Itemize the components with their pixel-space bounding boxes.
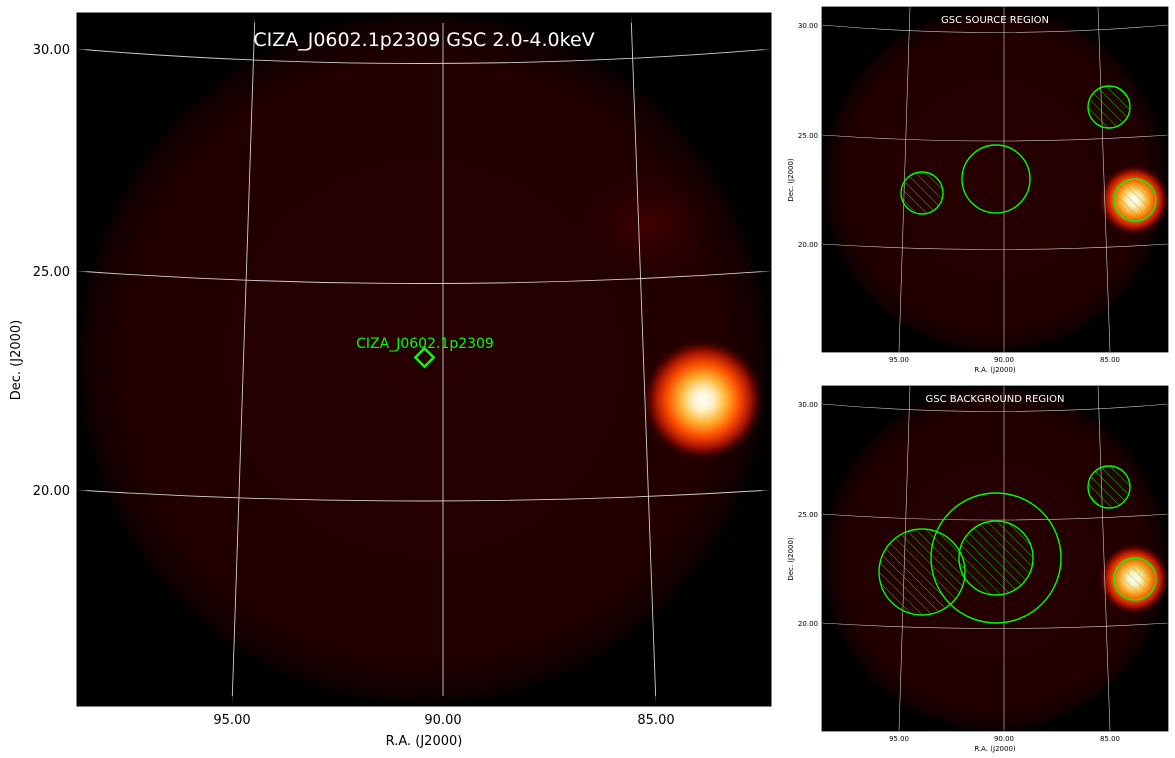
source-excluded-region — [1087, 85, 1131, 129]
source-label: CIZA_J0602.1p2309 — [356, 336, 494, 352]
background-excluded-region — [1087, 465, 1131, 509]
main-title: CIZA_J0602.1p2309 GSC 2.0-4.0keV — [253, 29, 594, 51]
background-ra-tick-90: 90.00 — [994, 735, 1014, 743]
source-y-axis-label: Dec. (J2000) — [787, 158, 795, 202]
background-ra-tick-95: 95.00 — [889, 735, 909, 743]
source-x-axis-label: R.A. (J2000) — [974, 366, 1016, 374]
background-excluded-region — [958, 520, 1034, 596]
main-minor-ticks — [77, 92, 771, 706]
background-annulus-circle — [930, 492, 1062, 624]
source-ra-tick-90: 90.00 — [994, 356, 1014, 364]
main-ra-tick-85: 85.00 — [637, 713, 674, 728]
background-x-axis-label: R.A. (J2000) — [974, 745, 1016, 753]
source-dec-tick-20: 20.00 — [798, 241, 818, 249]
main-ra-tick-90: 90.00 — [424, 713, 461, 728]
background-region-panel: GSC BACKGROUND REGION 30.00 25.00 20.00 … — [787, 385, 1169, 753]
background-frame — [821, 385, 1169, 732]
source-frame — [821, 6, 1169, 353]
grid-ra-95 — [231, 13, 256, 706]
main-ra-tick-95: 95.00 — [213, 713, 250, 728]
main-dec-tick-30: 30.00 — [33, 43, 70, 58]
source-dec-tick-30: 30.00 — [798, 22, 818, 30]
background-dec-tick-30: 30.00 — [798, 401, 818, 409]
source-ra-tick-85: 85.00 — [1100, 356, 1120, 364]
background-title: GSC BACKGROUND REGION — [926, 394, 1065, 405]
main-panel: 30.00 25.00 20.00 95.00 90.00 85.00 R.A.… — [9, 12, 772, 749]
source-dec-tick-25: 25.00 — [798, 132, 818, 140]
main-coordinate-grid — [77, 13, 771, 706]
source-ra-tick-95: 95.00 — [889, 356, 909, 364]
grid-dec-20 — [77, 489, 771, 502]
source-coordinate-grid — [822, 7, 1168, 352]
grid-ra-85 — [630, 13, 657, 706]
background-dec-tick-20: 20.00 — [798, 620, 818, 628]
source-region-panel: GSC SOURCE REGION 30.00 25.00 20.00 95.0… — [787, 6, 1169, 374]
main-exposure-disk — [77, 13, 771, 706]
background-ra-tick-85: 85.00 — [1100, 735, 1120, 743]
background-dec-tick-25: 25.00 — [798, 511, 818, 519]
main-dec-tick-25: 25.00 — [33, 265, 70, 280]
grid-dec-25 — [77, 270, 771, 284]
main-dec-tick-20: 20.00 — [33, 484, 70, 499]
main-faint-emission — [580, 170, 720, 280]
background-excluded-region — [1113, 557, 1157, 601]
grid-dec-30 — [77, 48, 771, 64]
background-excluded-region — [878, 528, 966, 616]
main-bright-source — [641, 338, 765, 462]
background-y-axis-label: Dec. (J2000) — [787, 537, 795, 581]
source-excluded-region — [1113, 178, 1157, 222]
main-frame — [76, 12, 772, 707]
main-y-axis-label: Dec. (J2000) — [9, 320, 24, 400]
source-extraction-circle — [961, 144, 1031, 214]
source-title: GSC SOURCE REGION — [941, 15, 1049, 26]
main-ticks — [77, 13, 771, 706]
source-diamond-marker — [413, 346, 436, 369]
source-exposure-disk — [822, 7, 1168, 352]
main-x-axis-label: R.A. (J2000) — [386, 734, 463, 749]
source-excluded-region — [900, 171, 944, 215]
